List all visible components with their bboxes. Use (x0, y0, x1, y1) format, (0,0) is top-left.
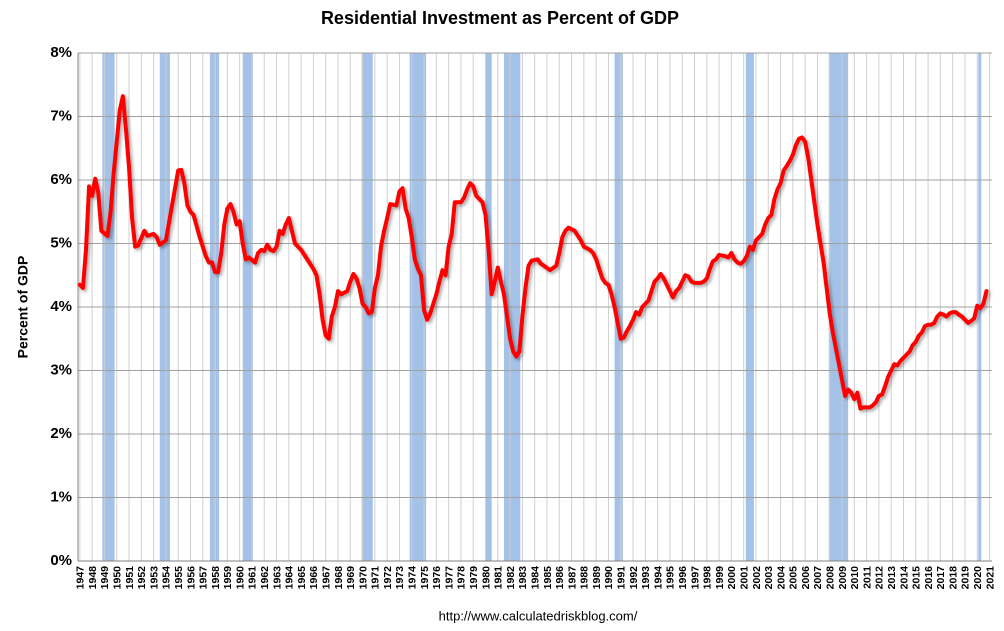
x-tick-label: 1948 (87, 566, 99, 590)
x-tick-label: 1954 (161, 566, 173, 590)
x-tick-label: 1951 (124, 566, 136, 590)
x-tick-label: 1985 (542, 566, 554, 590)
x-tick-label: 2014 (898, 566, 910, 590)
x-tick-label: 1989 (591, 566, 603, 590)
x-tick-label: 1984 (529, 566, 541, 590)
x-tick-label: 1976 (431, 566, 443, 590)
x-tick-label: 1957 (198, 566, 210, 590)
x-tick-label: 1981 (493, 566, 505, 590)
x-tick-label: 1967 (320, 566, 332, 590)
x-tick-label: 1953 (148, 566, 160, 590)
y-tick-label: 1% (50, 488, 72, 505)
x-tick-label: 1975 (419, 566, 431, 590)
x-tick-label: 1949 (99, 566, 111, 590)
x-tick-label: 1980 (480, 566, 492, 590)
x-tick-label: 1983 (517, 566, 529, 590)
x-tick-label: 1999 (714, 566, 726, 590)
x-tick-label: 2016 (923, 566, 935, 590)
y-tick-label: 0% (50, 552, 72, 569)
x-tick-label: 2009 (837, 566, 849, 590)
x-tick-label: 1995 (665, 566, 677, 590)
x-tick-label: 1998 (702, 566, 714, 590)
x-tick-label: 1997 (689, 566, 701, 590)
y-tick-label: 5% (50, 234, 72, 251)
x-tick-label: 1969 (345, 566, 357, 590)
x-tick-label: 1991 (616, 566, 628, 590)
x-tick-label: 2017 (935, 566, 947, 590)
y-tick-label: 2% (50, 425, 72, 442)
x-tick-label: 1972 (382, 566, 394, 590)
x-tick-label: 2013 (886, 566, 898, 590)
x-tick-label: 1996 (677, 566, 689, 590)
y-tick-label: 7% (50, 107, 72, 124)
x-tick-label: 2018 (947, 566, 959, 590)
x-tick-label: 2008 (825, 566, 837, 590)
x-tick-label: 1958 (210, 566, 222, 590)
y-tick-label: 6% (50, 171, 72, 188)
x-tick-label: 2005 (788, 566, 800, 590)
x-tick-label: 2015 (911, 566, 923, 590)
x-tick-label: 1966 (308, 566, 320, 590)
x-tick-label: 2020 (972, 566, 984, 590)
x-tick-label: 1961 (247, 566, 259, 590)
x-tick-label: 2021 (984, 566, 996, 590)
x-tick-label: 1947 (75, 566, 87, 590)
x-tick-label: 1978 (456, 566, 468, 590)
x-tick-label: 1987 (566, 566, 578, 590)
x-tick-label: 1960 (234, 566, 246, 590)
x-tick-label: 1992 (628, 566, 640, 590)
x-tick-label: 1973 (394, 566, 406, 590)
x-tick-label: 2004 (775, 566, 787, 590)
x-tick-label: 2010 (849, 566, 861, 590)
data-line (77, 94, 989, 411)
x-tick-label: 1950 (112, 566, 124, 590)
x-tick-label: 2000 (726, 566, 738, 590)
x-tick-label: 2019 (960, 566, 972, 590)
x-tick-label: 1994 (652, 566, 664, 590)
x-tick-label: 1963 (271, 566, 283, 590)
source: http://www.calculatedriskblog.com/ (439, 608, 638, 623)
x-tick-label: 1990 (603, 566, 615, 590)
x-tick-label: 1965 (296, 566, 308, 590)
x-tick-label: 1971 (370, 566, 382, 590)
x-tick-label: 1970 (357, 566, 369, 590)
x-tick-label: 2011 (861, 566, 873, 589)
x-tick-label: 2012 (874, 566, 886, 590)
x-tick-label: 1986 (554, 566, 566, 590)
x-tick-label: 1962 (259, 566, 271, 590)
x-tick-label: 1979 (468, 566, 480, 590)
x-tick-label: 1959 (222, 566, 234, 590)
x-tick-label: 1988 (579, 566, 591, 590)
y-tick-label: 8% (50, 44, 72, 61)
y-tick-label: 3% (50, 361, 72, 378)
x-tick-label: 1968 (333, 566, 345, 590)
x-tick-label: 2007 (812, 566, 824, 590)
y-tick-label: 4% (50, 298, 72, 315)
x-tick-label: 1952 (136, 566, 148, 590)
x-tick-label: 2006 (800, 566, 812, 590)
x-tick-label: 2002 (751, 566, 763, 590)
x-tick-label: 2003 (763, 566, 775, 590)
x-tick-label: 1974 (407, 566, 419, 590)
chart-title: Residential Investment as Percent of GDP (321, 8, 679, 28)
x-tick-label: 2001 (738, 566, 750, 590)
x-tick-label: 1982 (505, 566, 517, 590)
x-tick-label: 1977 (443, 566, 455, 590)
x-tick-label: 1955 (173, 566, 185, 590)
x-tick-label: 1993 (640, 566, 652, 590)
y-axis-label: Percent of GDP (15, 256, 31, 359)
x-tick-label: 1956 (185, 566, 197, 590)
x-tick-label: 1964 (284, 566, 296, 590)
